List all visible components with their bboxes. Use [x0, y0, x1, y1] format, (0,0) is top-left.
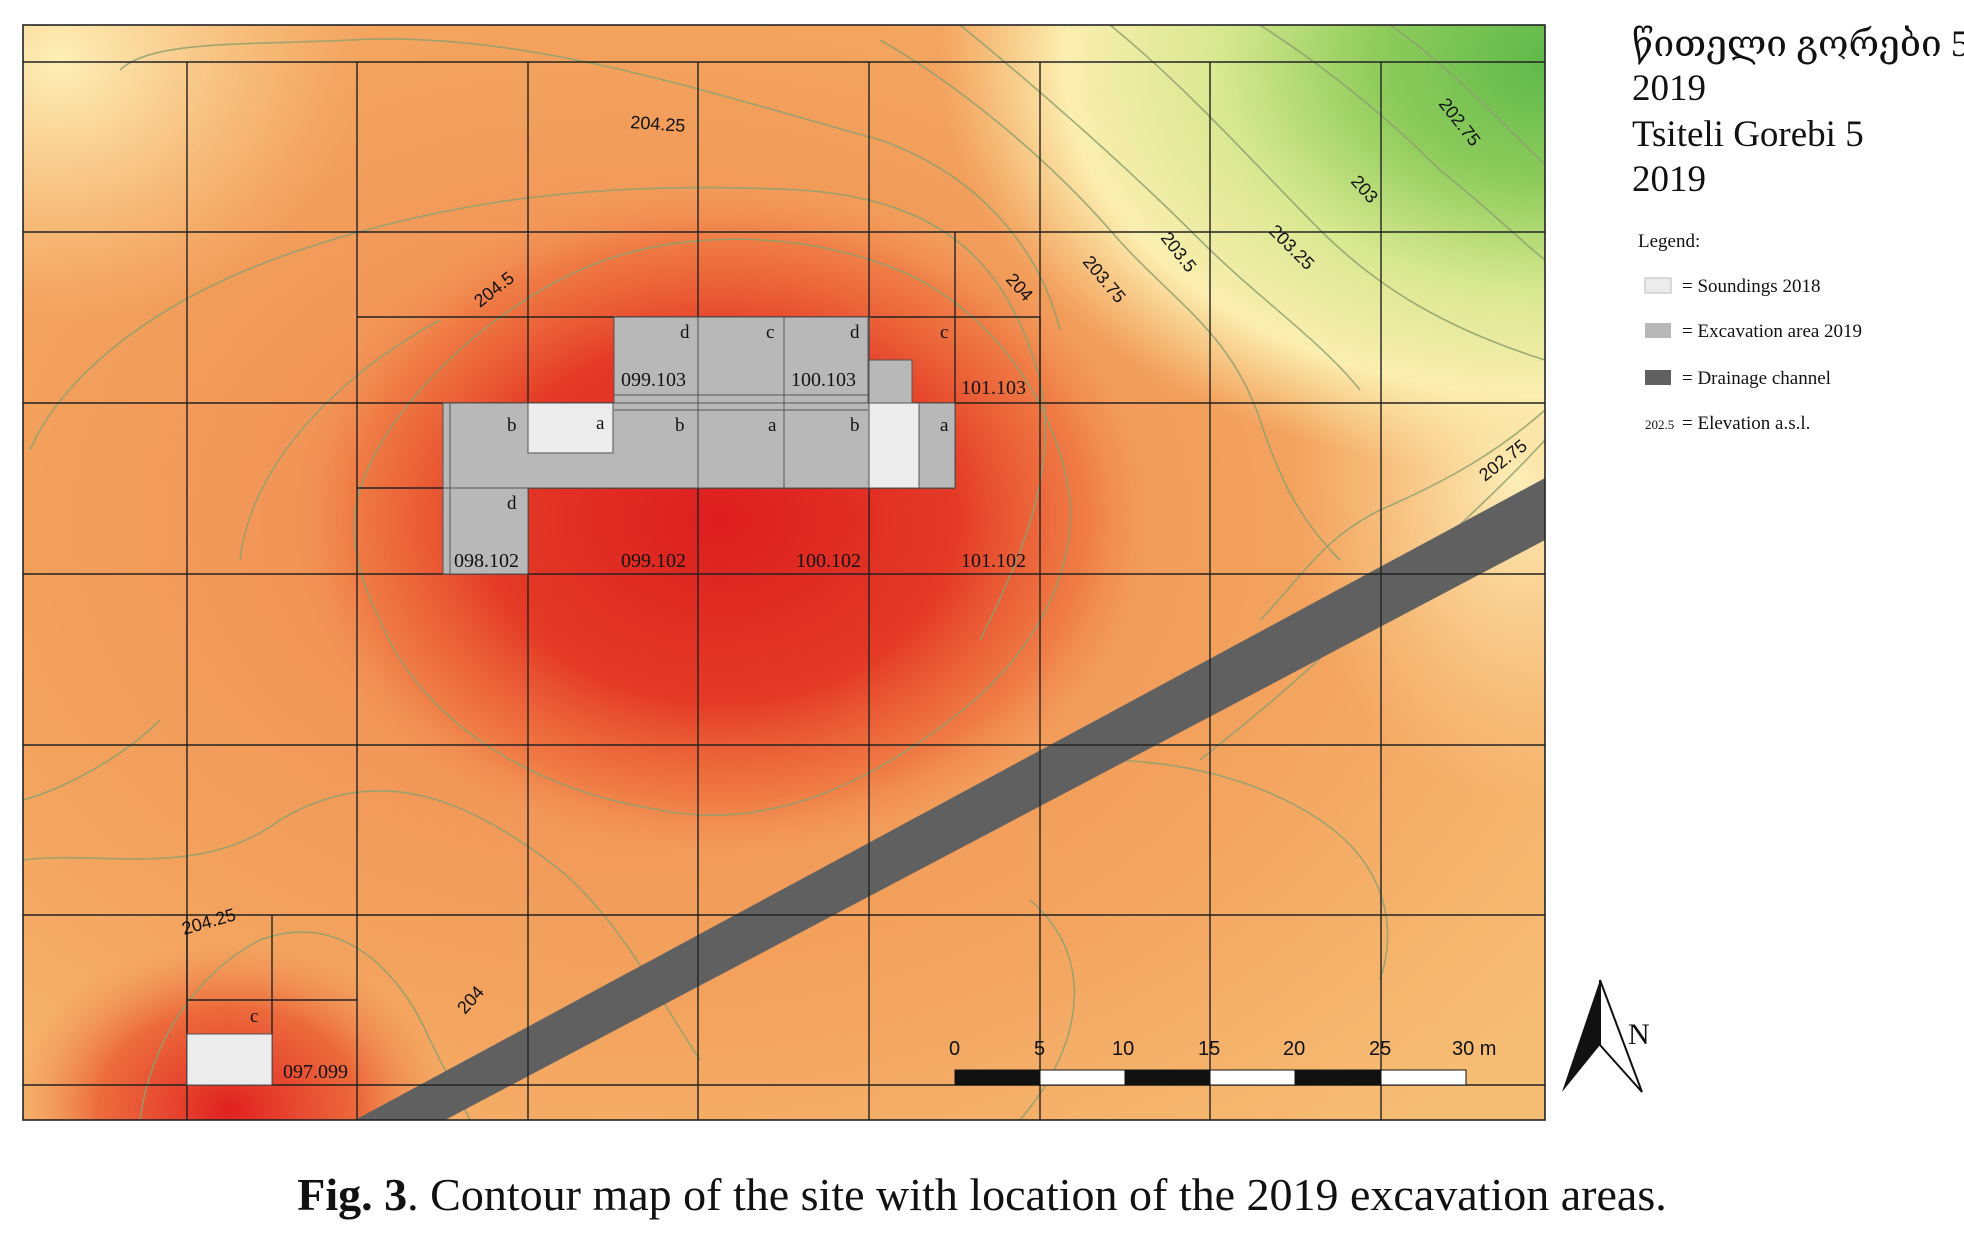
contour-line — [1099, 759, 1389, 981]
subsquare-letter: c — [766, 322, 774, 343]
square-label: 099.102 — [621, 550, 686, 572]
scale-tick: 20 — [1283, 1038, 1305, 1060]
subsquare-letter: a — [768, 415, 777, 436]
contour-line — [353, 238, 1072, 816]
subsquare-letter: d — [850, 322, 860, 343]
figure-caption-text: . Contour map of the site with location … — [407, 1169, 1667, 1220]
subsquare-letter: b — [507, 415, 517, 436]
legend-elevation-sample: 202.5 — [1645, 417, 1674, 432]
title-latin-year: 2019 — [1632, 159, 1706, 200]
legend-item: = Drainage channel — [1682, 368, 1831, 389]
map-border — [22, 24, 1546, 1121]
scale-tick: 15 — [1198, 1038, 1220, 1060]
legend-heading: Legend: — [1638, 231, 1700, 252]
contour-line — [23, 790, 701, 1061]
legend-swatch-soundings — [1644, 277, 1672, 294]
soundings-2018 — [186, 402, 920, 1086]
subsquare-letter: d — [680, 322, 690, 343]
contour-line — [959, 25, 1361, 391]
contour-line — [1019, 899, 1076, 1120]
subsquare-letter: b — [675, 415, 685, 436]
subsquare-letter: a — [596, 413, 605, 434]
subsquare-letter: b — [850, 415, 860, 436]
sounding-block — [186, 1033, 273, 1086]
title-georgian: წითელი გორები 5 — [1632, 24, 1964, 65]
excavation-block — [867, 359, 913, 404]
figure-caption: Fig. 3. Contour map of the site with loc… — [0, 1168, 1964, 1221]
contour-line — [119, 38, 1061, 331]
square-label: 099.103 — [621, 369, 686, 391]
scale-tick: 30 m — [1452, 1038, 1496, 1060]
square-label: 098.102 — [454, 550, 519, 572]
contour-line — [23, 719, 161, 801]
scale-tick: 10 — [1112, 1038, 1134, 1060]
north-arrow: N — [1562, 979, 1650, 1093]
square-label: 100.103 — [791, 369, 856, 391]
legend: Legend: = Soundings 2018 = Excavation ar… — [1638, 231, 1862, 434]
contour-line — [1109, 25, 1545, 361]
elevation-raster — [23, 25, 1545, 1120]
north-label: N — [1628, 1018, 1650, 1051]
map-title: წითელი გორები 5 2019 Tsiteli Gorebi 5 20… — [1632, 24, 1964, 200]
scale-tick: 5 — [1034, 1038, 1045, 1060]
scale-tick: 25 — [1369, 1038, 1391, 1060]
sounding-block — [868, 402, 920, 489]
contour-line — [239, 319, 441, 561]
contour-line — [1389, 25, 1545, 166]
subsquare-letter: c — [940, 322, 948, 343]
square-label: 097.099 — [283, 1061, 348, 1083]
legend-item: = Elevation a.s.l. — [1682, 413, 1810, 434]
subsquare-letter: c — [250, 1006, 258, 1027]
contour-label: 204.25 — [630, 112, 686, 136]
north-arrow-icon — [1562, 980, 1600, 1092]
square-label: 101.102 — [961, 550, 1026, 572]
figure-number: Fig. 3 — [297, 1169, 408, 1220]
legend-item: = Soundings 2018 — [1682, 276, 1820, 297]
scale-bar: 0 5 10 15 20 25 30 m — [949, 1038, 1496, 1086]
legend-swatch-excavation — [1645, 323, 1671, 338]
contour-line — [879, 39, 1341, 561]
excavation-block — [442, 487, 529, 575]
subsquare-letter: a — [940, 415, 949, 436]
contour-line — [29, 186, 1047, 641]
legend-swatch-channel — [1645, 370, 1671, 385]
drainage-channel — [355, 478, 1545, 1120]
legend-item: = Excavation area 2019 — [1682, 321, 1862, 342]
sounding-block — [527, 402, 614, 454]
square-label: 101.103 — [961, 377, 1026, 399]
title-georgian-year: 2019 — [1632, 68, 1706, 109]
title-latin: Tsiteli Gorebi 5 — [1632, 114, 1864, 155]
scale-tick: 0 — [949, 1038, 960, 1060]
contour-line — [1259, 409, 1545, 621]
subsquare-letter: d — [507, 493, 517, 514]
square-label: 100.102 — [796, 550, 861, 572]
excavation-block — [783, 316, 869, 404]
